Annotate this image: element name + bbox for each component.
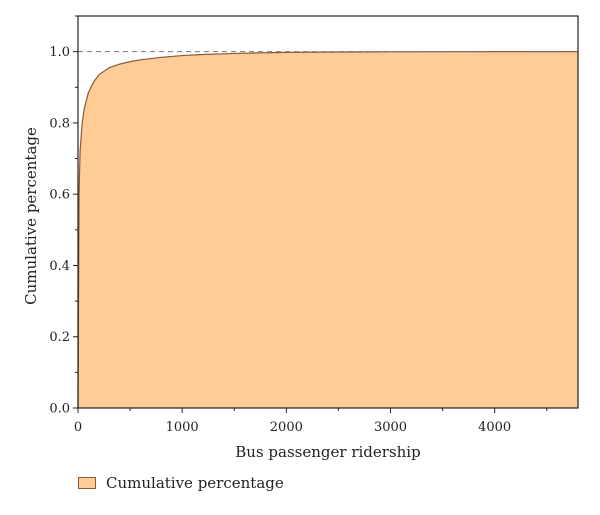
y-tick-label: 0.2 [49,330,70,345]
y-tick-label: 1.0 [49,45,70,60]
plot-border [77,15,579,409]
x-axis-title: Bus passenger ridership [235,443,420,461]
legend: Cumulative percentage [78,474,284,492]
y-tick-label: 0.4 [49,259,70,274]
x-tick-label: 0 [74,420,82,435]
y-tick-label: 0.8 [49,116,70,131]
y-axis-ticks: 0.0 0.2 0.4 0.6 0.8 1.0 [49,15,78,417]
area-layer [77,51,578,409]
y-tick-label: 0.0 [49,402,70,417]
x-tick-label: 1000 [166,420,199,435]
x-tick-label: 4000 [478,420,511,435]
y-axis-title: Cumulative percentage [22,127,40,305]
x-axis-ticks: 0 1000 2000 3000 4000 [74,408,548,435]
legend-label: Cumulative percentage [106,474,284,492]
x-tick-label: 2000 [270,420,303,435]
y-tick-label: 0.6 [49,188,70,203]
area-fill [78,51,578,408]
plot-frame [77,15,579,409]
x-tick-label: 3000 [374,420,407,435]
legend-swatch [78,477,96,489]
